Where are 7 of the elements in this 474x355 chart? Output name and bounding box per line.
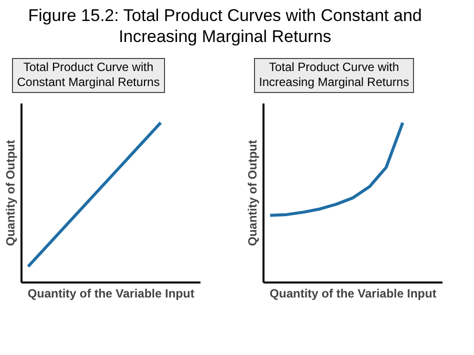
x-axis-title: Quantity of the Variable Input <box>270 286 436 300</box>
x-axis-title: Quantity of the Variable Input <box>28 286 194 300</box>
y-axis-title: Quantity of Output <box>4 140 18 246</box>
caption: Figure 15.2: Total Product Curves with Constant and Increasing Marginal Returns <box>27 5 423 48</box>
chart-title: Total Product Curve with Constant Marginal Returns <box>12 58 165 93</box>
y-axis-title: Quantity of Output <box>246 140 260 246</box>
chart-title: Total Product Curve with Increasing Marginal Returns <box>254 58 414 93</box>
